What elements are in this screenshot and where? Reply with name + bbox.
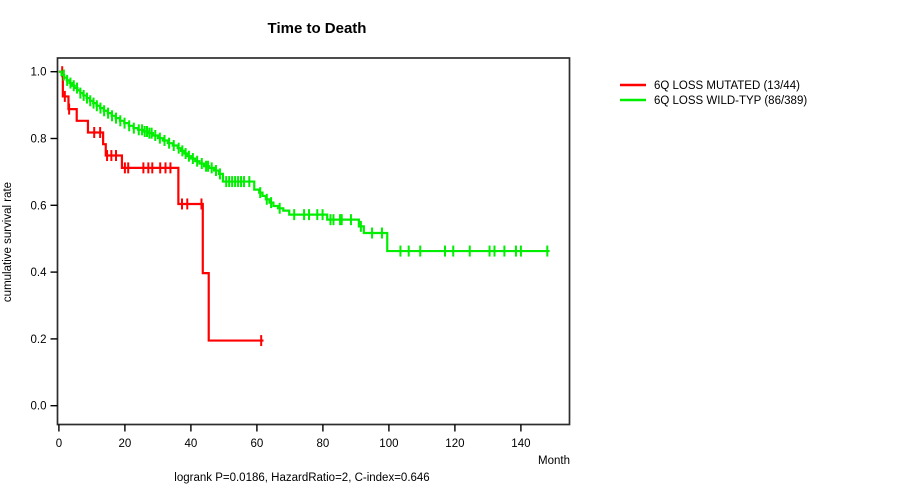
chart-title: Time to Death bbox=[268, 20, 367, 37]
y-tick-label: 0.8 bbox=[31, 134, 47, 146]
x-tick-label: 40 bbox=[185, 438, 198, 450]
y-tick-label: 0.6 bbox=[31, 200, 47, 212]
x-tick-label: 140 bbox=[511, 438, 530, 450]
y-tick-label: 0.4 bbox=[31, 267, 48, 279]
km-curve-series-0 bbox=[58, 70, 264, 342]
footer-statistics: logrank P=0.0186, HazardRatio=2, C-index… bbox=[174, 472, 429, 484]
survival-curves bbox=[58, 66, 550, 347]
y-tick-label: 0.0 bbox=[31, 401, 47, 413]
x-tick-label: 0 bbox=[56, 438, 62, 450]
legend: 6Q LOSS MUTATED (13/44) 6Q LOSS WILD-TYP… bbox=[620, 80, 807, 107]
y-tick-label: 0.2 bbox=[31, 334, 47, 346]
plot-box bbox=[56, 57, 571, 426]
y-tick-label: 1.0 bbox=[31, 67, 47, 79]
km-curve-series-1 bbox=[58, 70, 550, 253]
x-tick-label: 100 bbox=[379, 438, 398, 450]
legend-label-mutated: 6Q LOSS MUTATED (13/44) bbox=[654, 80, 800, 92]
y-axis-ticks: 0.0 0.2 0.4 0.6 0.8 1.0 bbox=[31, 67, 58, 413]
y-axis-label: cumulative survival rate bbox=[2, 182, 14, 302]
legend-label-wildtype: 6Q LOSS WILD-TYP (86/389) bbox=[654, 95, 807, 107]
x-tick-label: 60 bbox=[251, 438, 264, 450]
x-axis-ticks: 0 20 40 60 80 100 120 140 bbox=[56, 424, 530, 450]
x-axis-label: Month bbox=[538, 455, 570, 467]
x-tick-label: 120 bbox=[445, 438, 464, 450]
x-tick-label: 80 bbox=[317, 438, 330, 450]
x-tick-label: 20 bbox=[119, 438, 132, 450]
